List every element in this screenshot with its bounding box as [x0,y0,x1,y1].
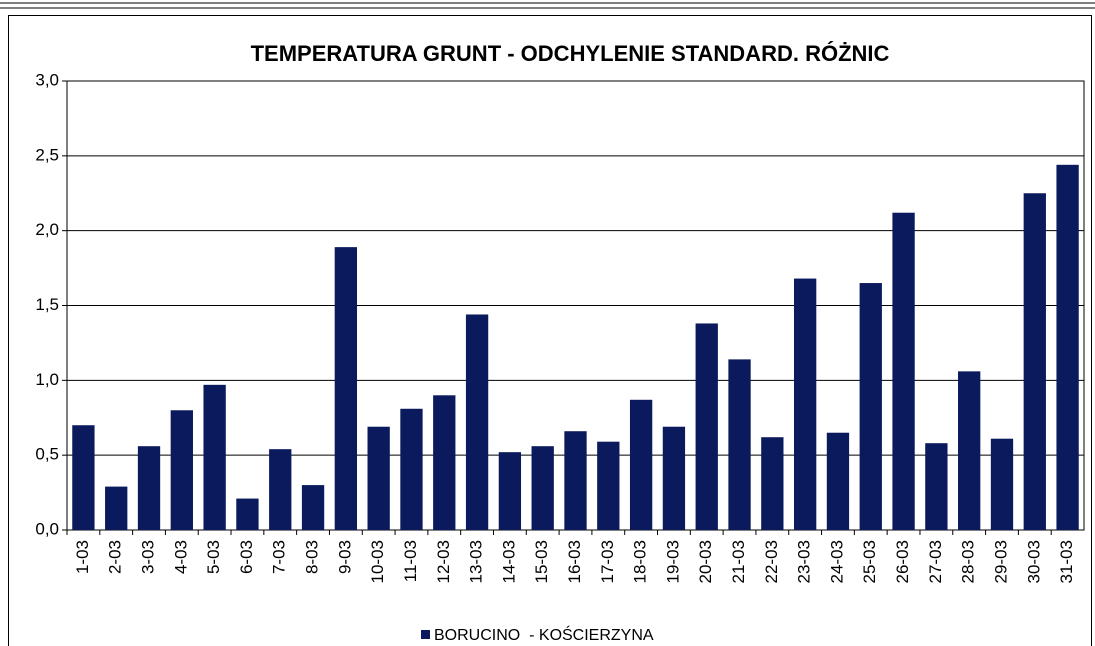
bar [859,283,882,530]
legend-label: BORUCINO - KOŚCIERZYNA [434,625,654,644]
x-tick-label: 23-03 [795,540,814,583]
bar [137,446,161,530]
x-tick-label: 11-03 [401,540,420,582]
x-tick-label: 28-03 [959,540,978,583]
x-tick-label: 8-03 [303,540,322,574]
x-tick-label: 4-03 [171,540,190,574]
x-tick-label: 12-03 [434,540,453,583]
bar [826,432,850,530]
x-tick-label: 7-03 [270,540,289,574]
x-tick-label: 17-03 [598,540,617,583]
x-tick-label: 1-03 [73,540,92,574]
bar [170,410,193,530]
bar [334,247,358,530]
y-tick-label: 2,5 [35,145,59,164]
x-tick-label: 31-03 [1057,540,1076,583]
bar [662,426,686,530]
bar [793,278,817,530]
x-tick-label: 24-03 [827,540,846,583]
bar [925,443,948,530]
chart-title: TEMPERATURA GRUNT - ODCHYLENIE STANDARD.… [251,41,890,66]
bar [203,384,226,530]
x-tick-label: 15-03 [532,540,551,583]
y-tick-label: 3,0 [35,70,59,89]
x-tick-label: 29-03 [991,540,1010,583]
y-tick-label: 1,5 [35,295,59,314]
bar [564,431,587,530]
bar [465,314,489,530]
bar [105,486,128,530]
bar [433,395,456,530]
bar [958,371,981,530]
y-tick-label: 1,0 [35,370,59,389]
x-tick-label: 2-03 [106,540,125,574]
chart-frame [8,15,1092,646]
bar [269,449,292,530]
x-tick-label: 27-03 [926,540,945,583]
x-tick-label: 22-03 [762,540,781,583]
bar [761,437,784,530]
bar [400,408,423,530]
bar [367,426,390,530]
x-tick-label: 20-03 [696,540,715,583]
bar [695,323,718,530]
y-tick-label: 0,0 [35,519,59,538]
bar [990,438,1014,530]
x-tick-label: 3-03 [139,540,158,574]
bar [72,425,95,530]
bar [728,359,751,530]
bar [629,399,653,530]
x-tick-label: 14-03 [499,540,518,583]
bar [236,498,259,530]
x-tick-label: 26-03 [893,540,912,583]
y-tick-label: 0,5 [35,445,59,464]
legend-swatch [421,630,430,639]
bar [1023,193,1046,530]
bar [892,212,915,530]
bar [1056,164,1079,530]
bar [597,441,620,530]
x-tick-label: 16-03 [565,540,584,583]
x-tick-label: 10-03 [368,540,387,583]
bar [301,485,325,530]
bar [498,452,522,530]
x-tick-label: 13-03 [467,540,486,583]
x-tick-label: 21-03 [729,540,748,583]
x-tick-label: 5-03 [204,540,223,574]
x-tick-label: 9-03 [335,540,354,574]
x-tick-label: 18-03 [631,540,650,583]
x-tick-label: 19-03 [663,540,682,583]
x-tick-label: 25-03 [860,540,879,583]
y-tick-label: 2,0 [35,220,59,239]
x-tick-label: 6-03 [237,540,256,574]
x-tick-label: 30-03 [1024,540,1043,583]
bar [531,446,554,530]
